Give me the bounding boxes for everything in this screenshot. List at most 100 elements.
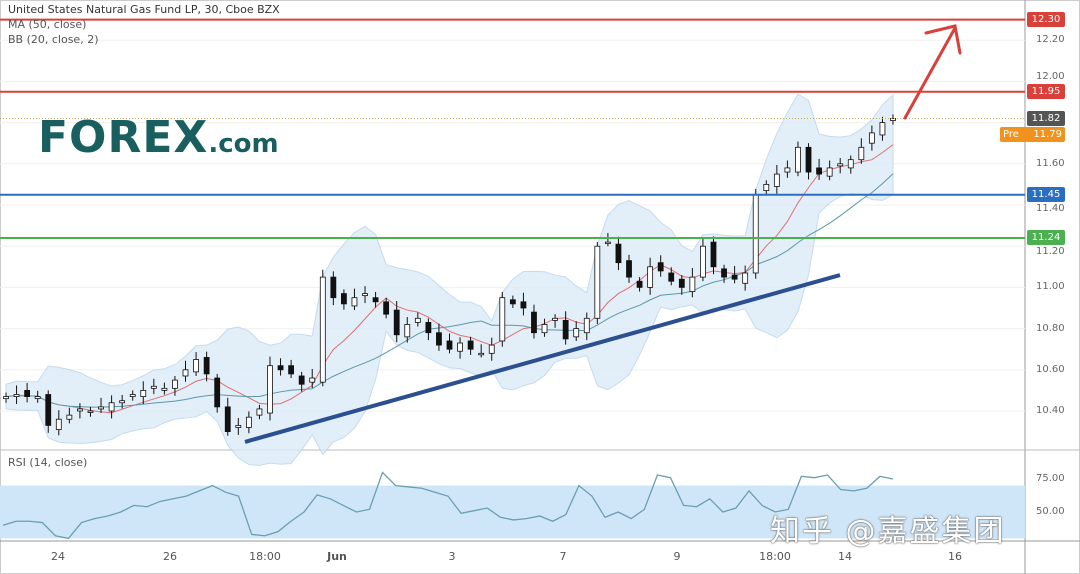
candle [193, 359, 199, 373]
candle [784, 167, 791, 173]
candle [594, 245, 601, 319]
price-tick-label: 11.40 [1036, 203, 1065, 215]
candle [414, 317, 421, 323]
price-tick-label: 11.00 [1036, 281, 1065, 293]
candle [288, 365, 295, 375]
candle [77, 408, 83, 412]
price-tag-12.30: 12.30 [1027, 12, 1065, 28]
candle [55, 418, 62, 430]
candle [488, 344, 495, 354]
candle [224, 406, 231, 433]
candle [45, 394, 52, 426]
watermark: 知乎 @嘉盛集团 [770, 514, 1006, 549]
candle [129, 394, 136, 397]
price-tick-label: 10.80 [1036, 322, 1065, 334]
symbol-title: United States Natural Gas Fund LP, 30, C… [8, 3, 280, 16]
candle [531, 311, 537, 334]
candle [816, 167, 822, 175]
ma-indicator-label[interactable]: MA (50, close) [8, 18, 87, 31]
time-tick-label: 24 [51, 550, 65, 563]
candle [3, 396, 9, 400]
time-tick-label: 16 [948, 550, 962, 563]
candle [795, 146, 801, 173]
candle [509, 299, 516, 305]
rsi-band [0, 485, 1025, 539]
candle [805, 146, 812, 173]
candle [552, 317, 558, 321]
candle [710, 241, 717, 268]
candle [615, 243, 622, 264]
candle [161, 387, 168, 391]
candle [404, 324, 411, 338]
candle [245, 416, 252, 428]
candle [351, 297, 358, 307]
rsi-indicator-label[interactable]: RSI (14, close) [8, 456, 88, 469]
candle [773, 173, 780, 187]
time-tick-label: 7 [559, 550, 567, 563]
candle [372, 297, 379, 303]
candle [520, 301, 527, 309]
candle [879, 122, 886, 136]
candle [457, 342, 463, 352]
price-tick-label: 12.20 [1036, 34, 1065, 46]
candle [362, 293, 368, 297]
candle [541, 324, 548, 334]
candle [87, 410, 94, 413]
candle [330, 276, 337, 299]
trendline [244, 273, 841, 444]
candle [383, 301, 390, 315]
candle [721, 268, 727, 278]
candle [890, 118, 896, 121]
candle [446, 340, 453, 350]
candle [562, 319, 569, 340]
rsi-tick-label: 75.00 [1036, 473, 1065, 484]
candle [214, 377, 221, 408]
candle [98, 406, 104, 410]
candle [573, 328, 580, 338]
candle [657, 262, 664, 272]
price-tag-11.45: 11.45 [1027, 187, 1065, 203]
candle [478, 352, 485, 356]
candle [235, 425, 242, 428]
bb-indicator-label[interactable]: BB (20, close, 2) [8, 33, 99, 46]
candle [668, 272, 675, 282]
price-tick-label: 12.00 [1036, 71, 1065, 83]
pre-market-tag: Pre 11.79 [1000, 126, 1065, 142]
time-tick-label: 26 [163, 550, 177, 563]
rsi-tick-label: 50.00 [1036, 506, 1065, 517]
candle [425, 322, 432, 334]
candle [393, 309, 400, 336]
candle [626, 260, 632, 278]
candle [277, 365, 284, 371]
price-tick-label: 11.60 [1036, 157, 1065, 169]
rsi-line [2, 471, 894, 540]
candle [604, 241, 611, 244]
candle [678, 278, 685, 288]
candle [24, 389, 31, 397]
candle [763, 183, 770, 191]
candle [13, 394, 20, 397]
price-tick-label: 10.60 [1036, 363, 1065, 375]
candle [868, 132, 875, 144]
candle [647, 266, 654, 288]
candle [309, 377, 316, 383]
candle [742, 272, 749, 284]
time-tick-label: 14 [838, 550, 852, 563]
candle [140, 389, 147, 397]
candle [172, 379, 178, 389]
candle [752, 194, 759, 274]
price-tick-label: 10.40 [1036, 405, 1065, 416]
price-tick-label: 11.20 [1036, 246, 1065, 258]
candle [66, 414, 73, 420]
candle [319, 276, 326, 383]
time-tick-label: Jun [327, 550, 347, 563]
candle [636, 280, 643, 288]
candle [858, 146, 865, 161]
candle [108, 402, 115, 412]
last-price-tag: 11.82 [1027, 110, 1065, 126]
candle [341, 293, 347, 305]
candle [700, 245, 706, 278]
price-tag-11.95: 11.95 [1027, 84, 1065, 100]
